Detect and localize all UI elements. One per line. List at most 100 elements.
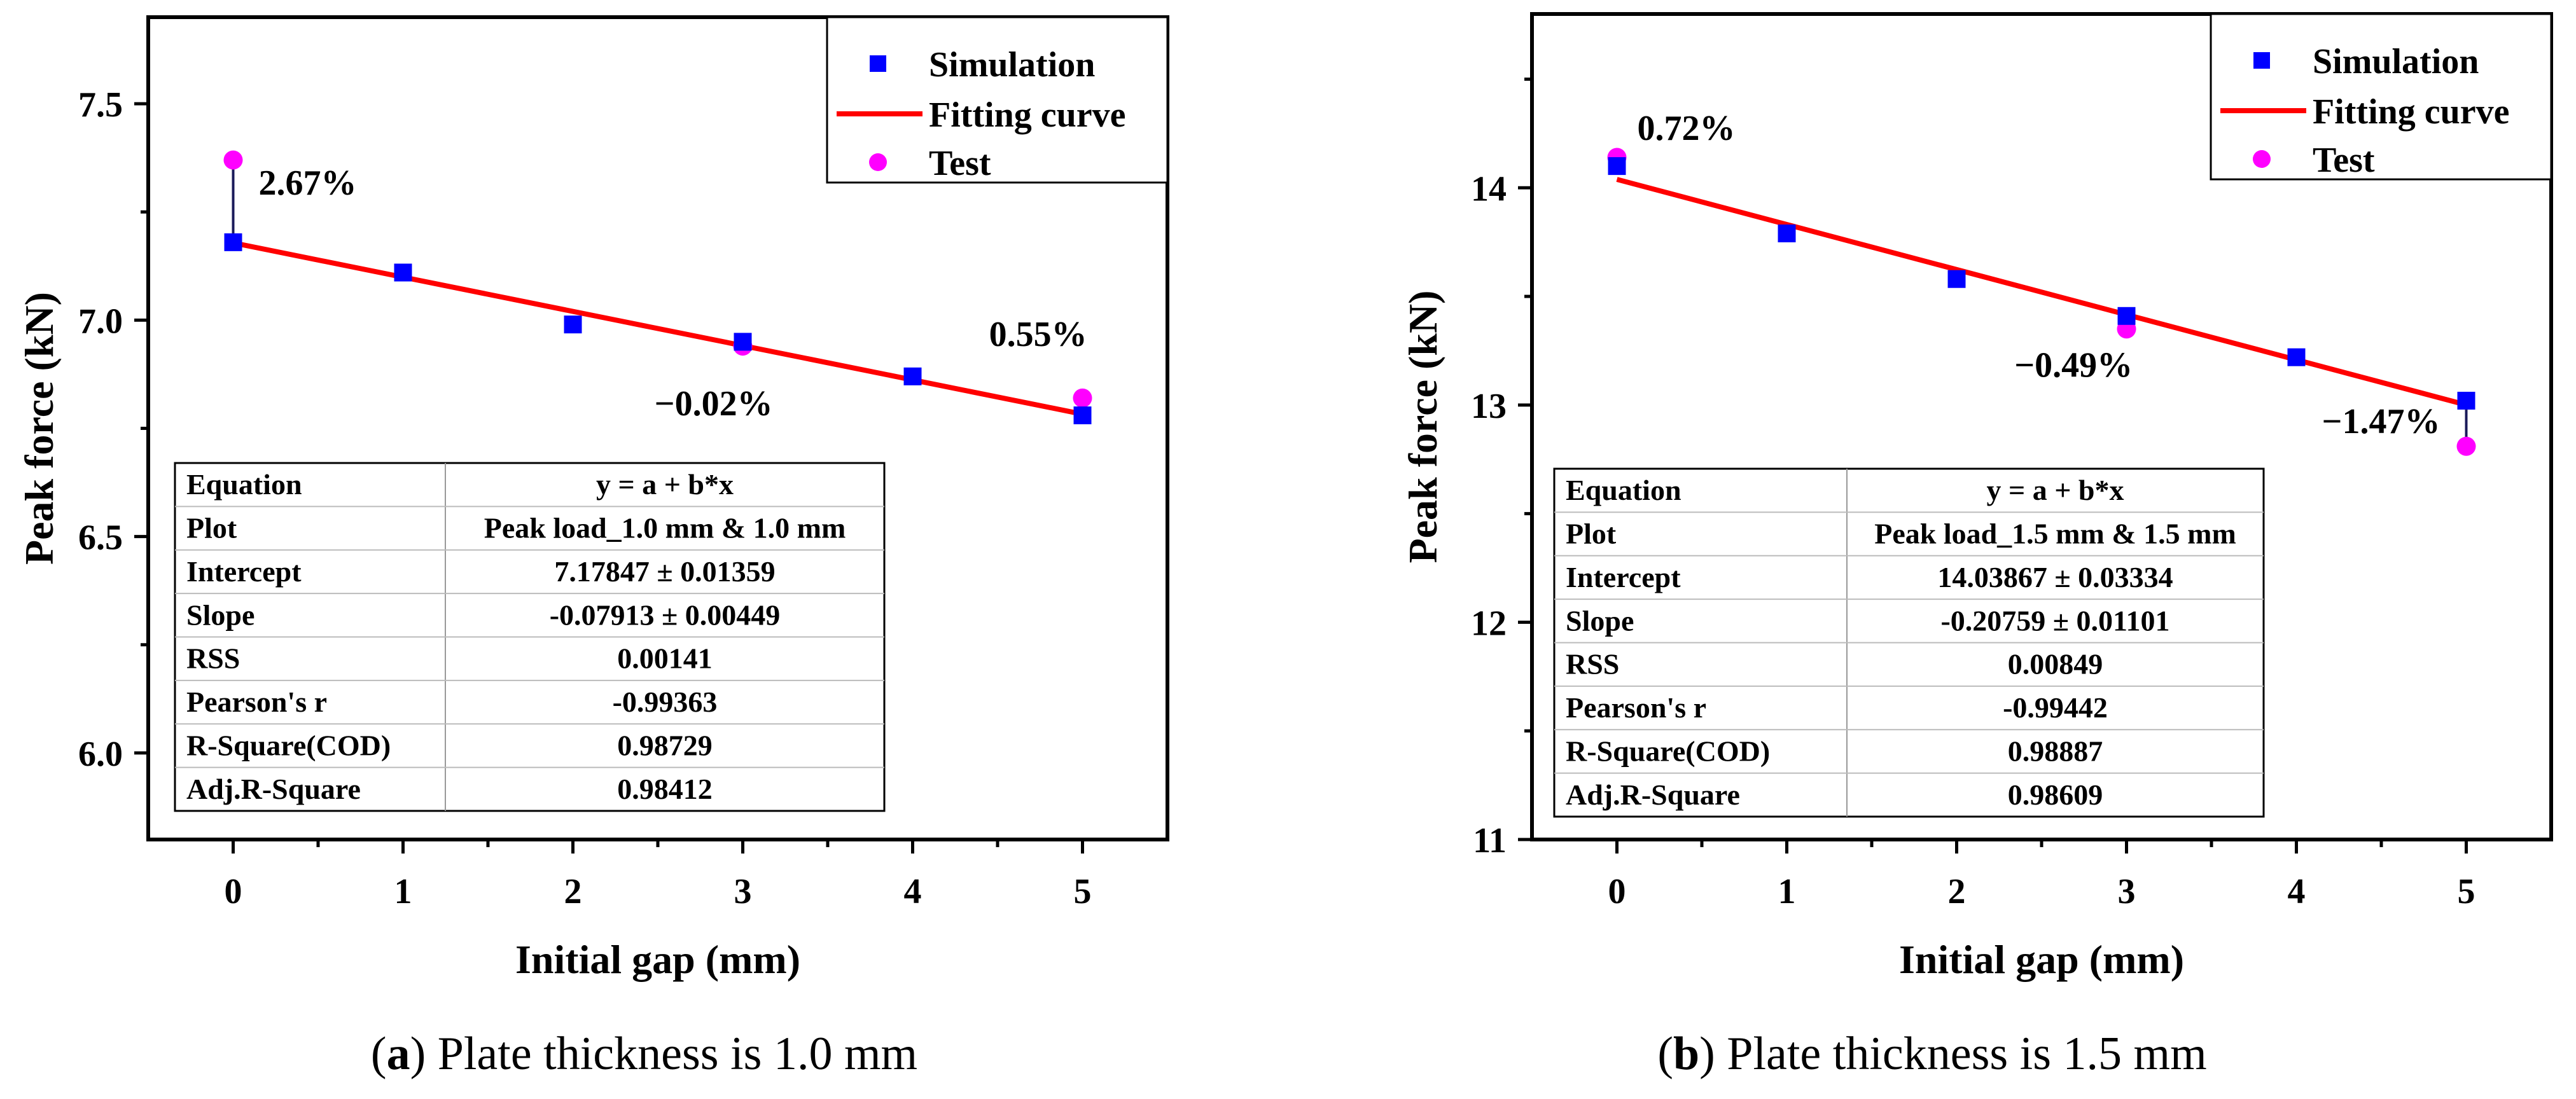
x-tick-label: 0 [225, 872, 242, 911]
chart-a: 0 1 2 3 4 5 6.0 6.5 7.0 7.5 Initial gap (mm) Peak f… [17, 15, 1169, 982]
fit-table-value: 0.98609 [2008, 778, 2103, 811]
y-tick-label: 6.5 [78, 518, 123, 558]
fit-table-value: 14.03867 ± 0.03334 [1937, 561, 2173, 593]
x-tick-label: 4 [904, 872, 922, 911]
x-tick-label: 4 [2288, 872, 2306, 911]
fit-table-value: 0.00141 [617, 642, 713, 675]
y-tick-label: 12 [1471, 604, 1507, 643]
fit-table-key: RSS [186, 642, 240, 675]
y-tick-label: 14 [1471, 169, 1507, 209]
legend-test-symbol [869, 153, 887, 171]
simulation-point [394, 263, 412, 282]
percent-annotation: −0.02% [655, 384, 773, 424]
test-point [223, 150, 243, 170]
percent-annotation: −1.47% [2322, 402, 2440, 441]
legend-test-symbol [2253, 150, 2271, 168]
fit-table-key: Slope [1566, 604, 1634, 637]
simulation-point [1947, 270, 1966, 288]
legend-fitting-label: Fitting curve [2313, 92, 2509, 132]
legend-simulation-symbol [2253, 52, 2270, 69]
fit-table-value: -0.20759 ± 0.01101 [1940, 604, 2169, 637]
fit-table-key: Pearson's r [1566, 691, 1706, 724]
x-tick-label: 2 [1948, 872, 1966, 911]
caption-b-letter: b [1673, 1028, 1700, 1080]
fit-table-key: Intercept [186, 555, 302, 588]
y-tick-label: 7.5 [78, 85, 123, 125]
fit-table-value: -0.99442 [2003, 691, 2108, 724]
fit-table-key: Intercept [1566, 561, 1681, 593]
simulation-point [2457, 392, 2475, 410]
caption-b-text: ) Plate thickness is 1.5 mm [1699, 1028, 2207, 1080]
simulation-point [903, 367, 922, 385]
fit-table-key: RSS [1566, 648, 1619, 681]
fit-table-value: Peak load_1.0 mm & 1.0 mm [484, 512, 846, 544]
x-axis-label: Initial gap (mm) [515, 937, 800, 982]
simulation-point [224, 233, 242, 251]
x-tick-label: 1 [1778, 872, 1796, 911]
test-point [2456, 436, 2476, 456]
x-tick-label: 1 [394, 872, 412, 911]
fit-table-value: 0.98729 [617, 729, 713, 761]
percent-annotation: −0.49% [2014, 345, 2133, 385]
legend-box [2210, 13, 2552, 181]
fit-table-key: Plot [1566, 518, 1617, 550]
y-tick-label: 7.0 [78, 301, 123, 341]
fit-table-key: Pearson's r [186, 686, 327, 718]
fit-table-value: Peak load_1.5 mm & 1.5 mm [1874, 518, 2236, 550]
percent-annotation: 2.67% [259, 163, 357, 203]
y-tick-label: 6.0 [78, 735, 123, 774]
fit-table-key: Adj.R-Square [186, 773, 361, 805]
x-tick-label: 0 [1608, 872, 1626, 911]
test-point [1073, 388, 1092, 408]
y-axis-label: Peak force (kN) [1400, 291, 1445, 563]
simulation-point [1778, 224, 1796, 242]
caption-a-open: ( [370, 1028, 387, 1080]
legend-box [826, 16, 1169, 184]
x-axis-label: Initial gap (mm) [1899, 937, 2184, 982]
fit-table-value: 7.17847 ± 0.01359 [554, 555, 775, 588]
legend-simulation-label: Simulation [2313, 42, 2479, 81]
x-tick-label: 2 [564, 872, 582, 911]
fit-table-value: 0.00849 [2008, 648, 2103, 681]
fit-table-key: Plot [186, 512, 237, 544]
y-axis-label: Peak force (kN) [17, 292, 62, 565]
caption-a: (a) Plate thickness is 1.0 mm [0, 1027, 1288, 1081]
simulation-point [1073, 406, 1092, 425]
fit-table-key: Slope [186, 598, 254, 631]
fit-table-value: y = a + b*x [1986, 474, 2124, 506]
fit-table-key: Equation [186, 468, 302, 501]
y-tick-label: 13 [1471, 387, 1507, 426]
caption-b: (b) Plate thickness is 1.5 mm [1288, 1027, 2576, 1081]
fitting-curve-line [232, 240, 1083, 417]
fit-table-key: R-Square(COD) [186, 729, 391, 761]
fit-table-key: Equation [1566, 474, 1681, 506]
legend-fitting-label: Fitting curve [929, 95, 1125, 135]
fit-table-value: 0.98887 [2008, 735, 2103, 767]
fit-table-value: 0.98412 [617, 773, 713, 805]
y-tick-label: 11 [1473, 821, 1507, 861]
simulation-point [2287, 348, 2306, 366]
fit-table-key: R-Square(COD) [1566, 735, 1770, 767]
fit-table-key: Adj.R-Square [1566, 778, 1740, 811]
percent-annotation: 0.72% [1638, 109, 1736, 148]
caption-a-text: ) Plate thickness is 1.0 mm [410, 1028, 918, 1080]
legend-simulation-symbol [870, 55, 886, 72]
x-tick-label: 3 [2118, 872, 2136, 911]
percent-annotation: 0.55% [989, 315, 1087, 354]
fit-table-value: y = a + b*x [596, 468, 734, 501]
chart-panel-b: 0 1 2 3 4 5 11 12 13 14 Initial gap (mm) Peak force… [1288, 0, 2576, 1099]
fitting-curve-line [1616, 177, 2467, 408]
legend-test-label: Test [929, 144, 991, 183]
x-tick-label: 3 [734, 872, 752, 911]
simulation-point [1608, 157, 1626, 176]
legend-test-label: Test [2313, 141, 2375, 180]
caption-a-letter: a [386, 1028, 410, 1080]
fit-table-value: -0.99363 [613, 686, 718, 718]
x-tick-label: 5 [1074, 872, 1092, 911]
simulation-point [2117, 307, 2136, 325]
legend-simulation-label: Simulation [929, 45, 1095, 85]
fit-table-value: -0.07913 ± 0.00449 [550, 598, 781, 631]
simulation-point [734, 333, 752, 351]
chart-panel-a: 0 1 2 3 4 5 6.0 6.5 7.0 7.5 Initial gap (mm) Peak f… [0, 15, 1288, 1081]
